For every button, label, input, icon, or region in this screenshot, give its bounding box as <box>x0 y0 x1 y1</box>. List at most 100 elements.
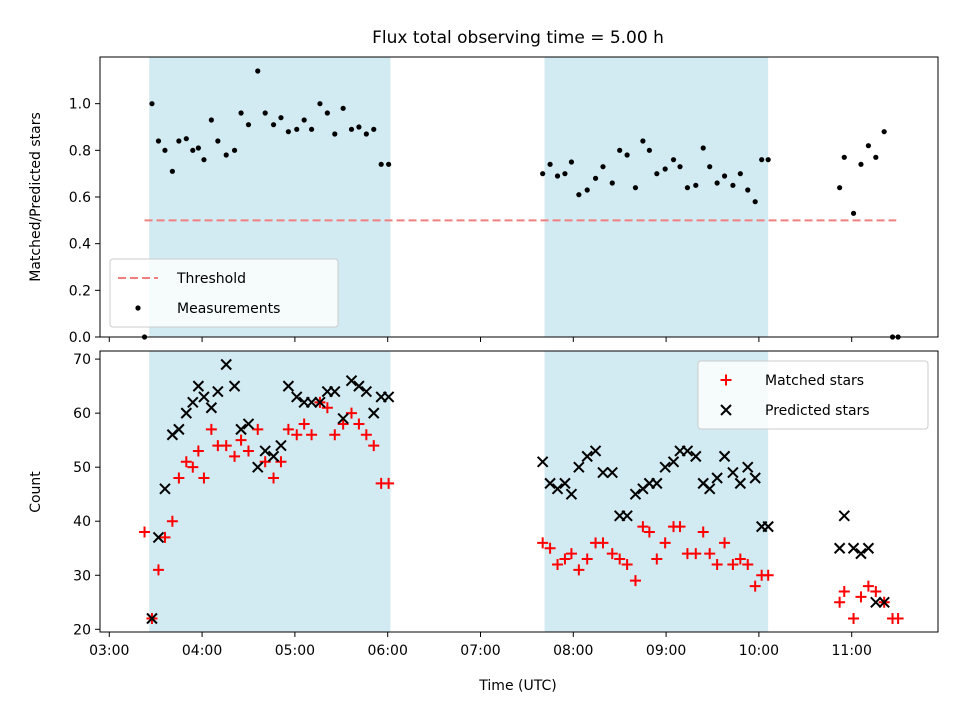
matched-stars-point <box>173 472 185 484</box>
predicted-stars-point <box>870 596 882 608</box>
measurements-point <box>378 161 384 167</box>
predicted-stars-point <box>291 391 303 403</box>
measurements-point <box>707 164 713 170</box>
measurements-point <box>190 147 196 153</box>
predicted-stars-point <box>878 596 890 608</box>
measurements-point <box>169 168 175 174</box>
predicted-stars-point <box>205 402 218 414</box>
matched-stars-point <box>252 423 264 435</box>
predicted-stars-point <box>862 542 875 554</box>
predicted-stars-point <box>727 466 739 479</box>
measurements-point <box>547 161 553 167</box>
measurements-point <box>677 164 683 170</box>
matched-stars-point <box>383 477 395 489</box>
matched-stars-point <box>711 558 723 570</box>
predicted-stars-point <box>847 542 860 554</box>
y-tick-label: 0.8 <box>69 143 91 159</box>
measurements-point <box>348 126 355 132</box>
matched-stars-point <box>268 472 280 484</box>
measurements-point <box>245 122 252 128</box>
predicted-stars-point <box>314 396 326 409</box>
matched-stars-point <box>192 445 204 457</box>
predicted-stars-point <box>180 407 193 419</box>
predicted-stars-point <box>360 385 373 398</box>
measurements-point <box>294 126 300 132</box>
matched-stars-point <box>360 429 372 441</box>
legend: Matched stars Predicted stars <box>697 360 929 430</box>
predicted-stars-point <box>573 461 585 473</box>
measurements-point <box>850 210 857 216</box>
measurements-point <box>600 164 606 170</box>
measurements-point <box>662 166 668 172</box>
matched-stars-point <box>166 515 178 527</box>
predicted-stars-point <box>544 477 556 490</box>
x-tick-label: 10:00 <box>739 643 779 659</box>
matched-stars-point <box>306 429 318 441</box>
shaded-interval <box>149 351 391 632</box>
matched-stars-point <box>659 537 671 549</box>
predicted-stars-point <box>146 612 158 625</box>
legend-label: Matched stars <box>765 373 864 389</box>
predicted-stars-point <box>838 510 850 522</box>
measurements-point <box>340 105 346 111</box>
matched-stars-point <box>637 521 649 533</box>
predicted-stars-point <box>651 477 663 490</box>
matched-stars-point <box>848 612 860 624</box>
bottom-panel: 20 30 40 50 60 70 03:00 04:00 05:00 06:00 07:00 08:… <box>73 350 939 659</box>
matched-stars-point <box>862 580 874 592</box>
matched-stars-point <box>749 580 761 592</box>
predicted-stars-point <box>659 461 671 473</box>
measurements-point <box>371 126 377 132</box>
matched-stars-point <box>565 548 577 560</box>
bottom-y-axis-label: Count <box>28 471 44 513</box>
predicted-stars-point <box>855 547 867 560</box>
y-tick-label: 50 <box>73 460 91 476</box>
y-tick-label: 70 <box>73 352 91 368</box>
measurements-point <box>332 131 338 137</box>
measurements-point <box>554 173 561 179</box>
predicted-stars-point <box>173 423 185 436</box>
matched-stars-point <box>834 596 846 608</box>
shaded-interval <box>544 57 769 337</box>
predicted-stars-point <box>252 461 264 473</box>
x-tick-label: 05:00 <box>275 643 315 659</box>
predicted-stars-point <box>704 483 716 495</box>
matched-stars-point <box>242 445 254 457</box>
predicted-stars-point <box>581 450 593 463</box>
x-tick-label: 03:00 <box>89 643 129 659</box>
measurements-point <box>270 122 277 128</box>
predicted-stars-point <box>282 380 295 392</box>
predicted-stars-point <box>382 391 395 403</box>
measurements-point <box>568 159 575 165</box>
predicted-stars-point <box>667 456 680 468</box>
predicted-stars-point <box>565 488 578 500</box>
matched-stars-point <box>629 575 641 587</box>
matched-stars-point <box>559 553 571 565</box>
matched-stars-point <box>734 553 746 565</box>
measurements-point <box>837 185 843 191</box>
measurements-point <box>714 180 720 186</box>
top-panel: 0.0 0.2 0.4 0.6 0.8 1.0 Threshold Measurements <box>69 56 939 346</box>
matched-stars-point <box>597 537 609 549</box>
predicted-stars-point <box>275 439 287 452</box>
measurements-point <box>881 129 887 135</box>
matched-stars-point <box>704 548 716 560</box>
y-tick-label: 60 <box>73 406 91 422</box>
top-y-axis-label: Matched/Predicted stars <box>28 112 44 282</box>
chart-title: Flux total observing time = 5.00 h <box>372 28 664 48</box>
predicted-stars-point <box>242 418 255 430</box>
predicted-stars-point <box>267 450 280 463</box>
predicted-stars-point <box>536 456 549 468</box>
legend-box <box>109 258 339 328</box>
measurements-point <box>865 143 871 149</box>
measurements-point <box>721 173 728 179</box>
matched-stars-point <box>674 521 686 533</box>
legend-matched-swatch <box>720 374 732 386</box>
measurements-point <box>576 192 582 198</box>
measurements-point <box>858 161 864 167</box>
measurements-point <box>624 152 630 158</box>
legend: Threshold Measurements <box>109 258 339 328</box>
matched-stars-point <box>697 526 709 538</box>
predicted-stars-point <box>259 445 271 457</box>
measurements-point <box>301 117 307 123</box>
